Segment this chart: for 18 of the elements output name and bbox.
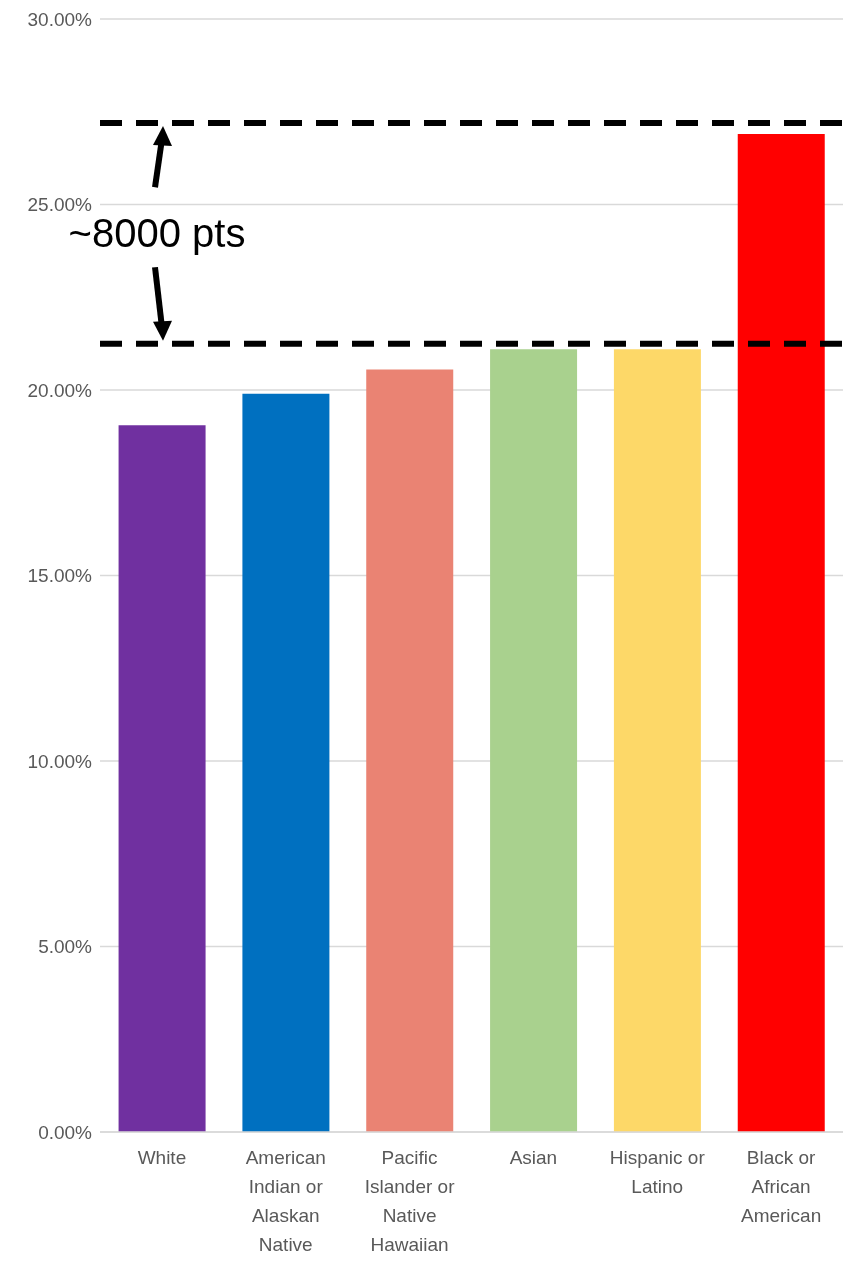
x-tick-label: Pacific Islander or Native Hawaiian xyxy=(364,1147,456,1255)
bar xyxy=(118,425,206,1132)
bar xyxy=(366,369,454,1132)
y-tick-label: 20.00% xyxy=(27,379,93,401)
bar xyxy=(490,349,578,1132)
bar xyxy=(242,393,330,1132)
x-tick-label: Hispanic or Latino xyxy=(609,1147,706,1197)
y-tick-label: 5.00% xyxy=(38,936,93,958)
x-tick-label: Asian xyxy=(509,1147,558,1168)
x-tick-label: White xyxy=(137,1147,187,1168)
bar xyxy=(737,134,825,1132)
x-tick-label: American Indian or Alaskan Native xyxy=(245,1147,326,1255)
y-tick-label: 10.00% xyxy=(27,750,93,772)
y-tick-label: 15.00% xyxy=(27,565,93,587)
y-tick-label: 30.00% xyxy=(27,8,93,30)
x-tick-label: Black or African American xyxy=(740,1147,822,1226)
y-tick-label: 0.00% xyxy=(38,1121,93,1143)
bar xyxy=(613,349,701,1132)
